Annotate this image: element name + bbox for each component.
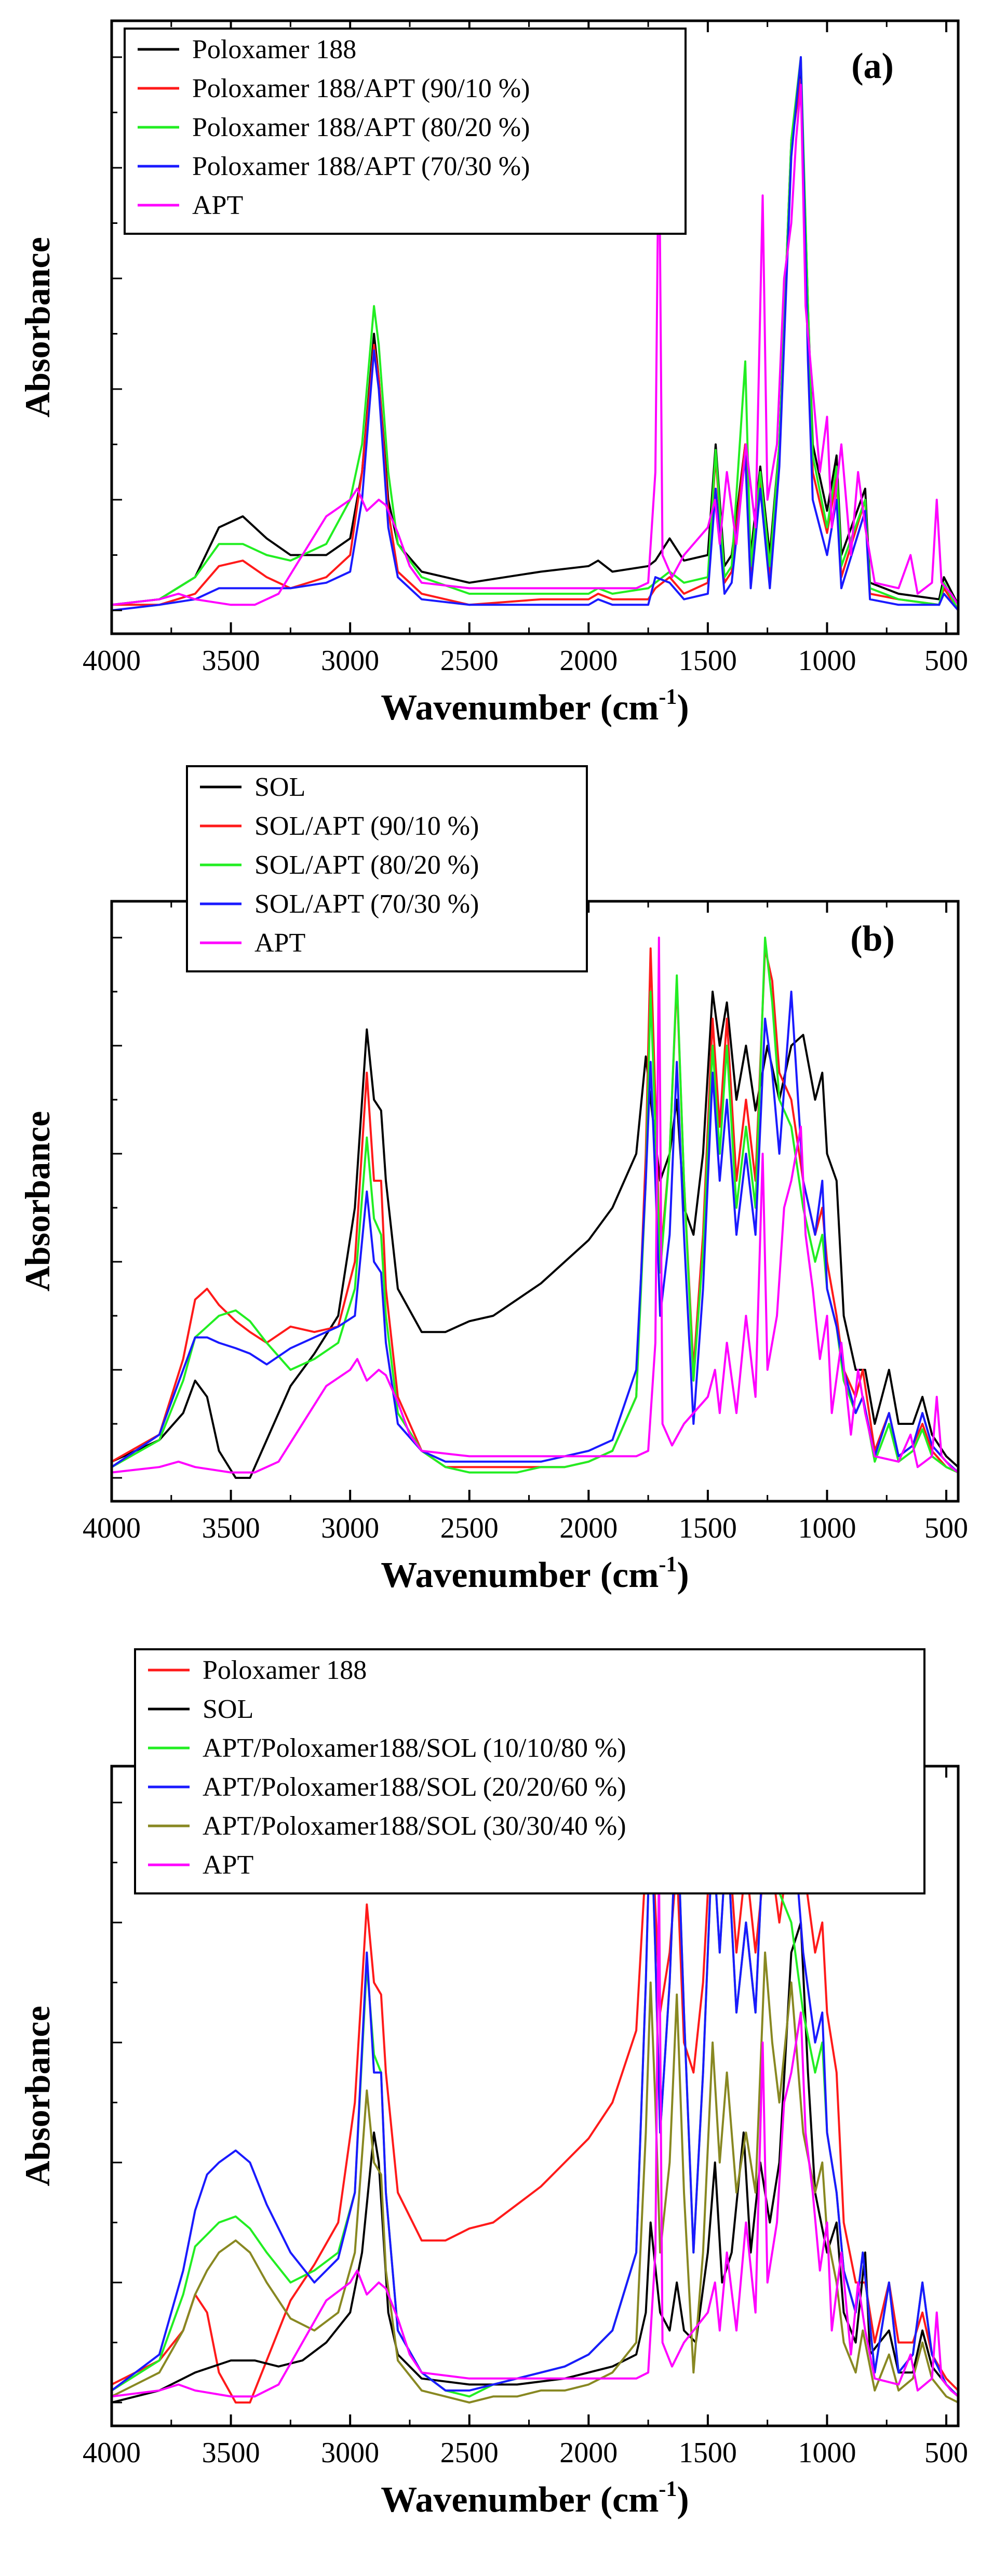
x-axis-unit-superscript: -1 [659, 2477, 677, 2501]
x-tick-label: 3500 [202, 2437, 260, 2469]
chart-panel-c: 4000 3500 3000 2500 2000 1500 1000 500 Absorbanc… [18, 1648, 968, 2520]
x-tick-label: 1500 [679, 1512, 737, 1544]
plot-frame [110, 19, 960, 635]
legend-entry: SOL [203, 1694, 253, 1724]
x-tick-label: 4000 [83, 1512, 141, 1544]
x-axis-label: Wavenumber (cm-1) [381, 685, 689, 728]
legend: SOL SOL/APT (90/10 %) SOL/APT (80/20 %) SOL… [186, 765, 588, 972]
x-tick-label: 3000 [321, 1512, 379, 1544]
x-tick-label: 1000 [798, 645, 856, 677]
x-tick-label: 3500 [202, 645, 260, 677]
legend-entry: APT/Poloxamer188/SOL (10/10/80 %) [203, 1733, 626, 1763]
legend-box [186, 765, 588, 972]
x-tick-label: 2000 [559, 2437, 618, 2469]
x-tick-label: 2500 [440, 645, 499, 677]
legend-entry: APT [192, 191, 243, 220]
series-line-5 [112, 1951, 958, 2404]
x-tick-label: 1500 [679, 2437, 737, 2469]
legend-entry: Poloxamer 188 [203, 1656, 367, 1685]
legend-entry: Poloxamer 188/APT (80/20 %) [192, 113, 530, 142]
panel-label: (a) [851, 46, 894, 86]
y-axis-label: Absorbance [18, 1111, 57, 1292]
series-line-5 [112, 937, 958, 1474]
series-line-4 [112, 991, 958, 1474]
x-tick-label: 3500 [202, 1512, 260, 1544]
x-tick-label: 2500 [440, 1512, 499, 1544]
x-tick-label: 500 [924, 645, 968, 677]
x-axis-unit: (cm [600, 1555, 659, 1595]
legend-box [124, 28, 687, 235]
series-line-3 [112, 56, 958, 611]
legend-entry: SOL/APT (90/10 %) [254, 811, 479, 841]
x-axis-unit: (cm [600, 688, 659, 728]
x-tick-label: 3000 [321, 2437, 379, 2469]
x-axis-label: Wavenumber (cm-1) [381, 2477, 689, 2520]
legend-entry: SOL/APT (70/30 %) [254, 889, 479, 919]
x-tick-label: 500 [924, 1512, 968, 1544]
x-axis-label-text: Wavenumber [381, 688, 591, 728]
series-line-1 [112, 67, 958, 606]
x-axis-unit-close: ) [677, 2480, 689, 2520]
legend-entry: APT [254, 928, 305, 958]
legend-entry: SOL [254, 772, 305, 802]
x-tick-label: 4000 [83, 645, 141, 677]
x-axis-unit-superscript: -1 [659, 1553, 677, 1577]
x-axis-unit: (cm [600, 2480, 659, 2520]
y-axis-label: Absorbance [18, 237, 57, 418]
x-tick-label: 2000 [559, 645, 618, 677]
series-line-6 [112, 1861, 958, 2398]
x-axis-label-text: Wavenumber [381, 1555, 591, 1595]
y-axis-label: Absorbance [18, 2006, 57, 2186]
x-axis-unit-superscript: -1 [659, 685, 677, 709]
chart-panel-a: 4000 3500 3000 2500 2000 1500 1000 500 Absorbanc… [18, 19, 968, 728]
series-line-3 [112, 937, 958, 1474]
legend-entry: APT/Poloxamer188/SOL (20/20/60 %) [203, 1772, 626, 1802]
x-axis-unit-close: ) [677, 1555, 689, 1595]
x-tick-label: 1000 [798, 2437, 856, 2469]
x-axis-label: Wavenumber (cm-1) [381, 1553, 689, 1595]
legend-box [134, 1648, 925, 1894]
legend-entry: Poloxamer 188 [192, 35, 356, 64]
panel-label: (b) [850, 919, 895, 959]
x-axis-unit-close: ) [677, 688, 689, 728]
legend-entry: SOL/APT (80/20 %) [254, 850, 479, 880]
series-line-5 [112, 84, 958, 606]
x-tick-label: 2000 [559, 1512, 618, 1544]
x-tick-label: 3000 [321, 645, 379, 677]
chart-panel-b: 4000 3500 3000 2500 2000 1500 1000 500 Absorbanc… [18, 765, 968, 1595]
x-tick-label: 2500 [440, 2437, 499, 2469]
legend-entry: APT [203, 1850, 253, 1880]
x-axis-label-text: Wavenumber [381, 2480, 591, 2520]
legend-entry: APT/Poloxamer188/SOL (30/30/40 %) [203, 1811, 626, 1841]
x-tick-label: 500 [924, 2437, 968, 2469]
legend-entry: Poloxamer 188/APT (70/30 %) [192, 152, 530, 181]
legend: Poloxamer 188 SOL APT/Poloxamer188/SOL (10… [134, 1648, 925, 1894]
x-tick-label: 4000 [83, 2437, 141, 2469]
x-tick-label: 1000 [798, 1512, 856, 1544]
legend: Poloxamer 188 Poloxamer 188/APT (90/10 %)… [124, 28, 687, 235]
x-tick-label: 1500 [679, 645, 737, 677]
legend-entry: Poloxamer 188/APT (90/10 %) [192, 74, 530, 103]
